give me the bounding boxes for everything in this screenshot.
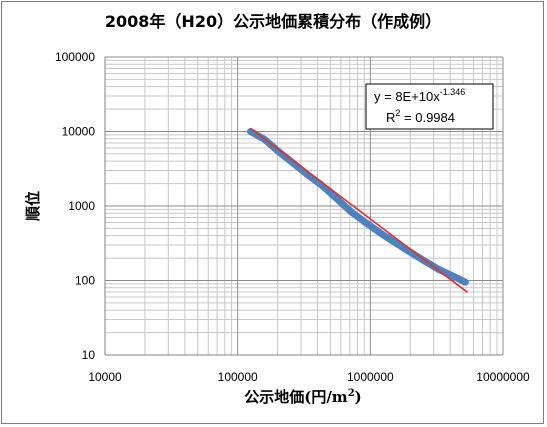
y-tick-label: 10 [82,348,96,362]
equation-box-border [365,83,494,130]
y-axis-label: 順位 [24,191,42,222]
x-tick-label: 10000 [88,370,122,384]
chart-title: 2008年（H20）公示地価累積分布（作成例） [105,12,441,31]
x-tick-labels: 10000 100000 1000000 10000000 [88,370,530,384]
x-axis-label: 公示地価(円/m2) [244,388,362,406]
y-tick-label: 100 [75,274,95,288]
gridlines [104,56,504,356]
y-tick-label: 100000 [55,50,95,64]
data-point [348,208,355,216]
data-point [333,195,341,202]
x-tick-label: 10000000 [476,370,530,384]
data-point [362,219,369,226]
data-point [462,278,469,286]
x-tick-label: 100000 [218,370,258,384]
x-tick-label: 1000000 [347,370,394,384]
equation-box: y = 8E+10x-1.346 R2 = 0.9984 [365,83,494,130]
axes [104,57,503,356]
data-point [449,272,457,280]
y-tick-label: 1000 [68,199,95,213]
trendline [250,127,468,293]
power-trendline [250,127,468,293]
data-point [377,230,385,237]
y-tick-label: 10000 [62,125,96,139]
r-squared: R2 = 0.9984 [386,108,455,125]
data-point [392,239,399,247]
y-tick-labels: 100000 10000 1000 100 10 [55,50,95,362]
trend-equation: y = 8E+10x-1.346 [374,87,465,104]
